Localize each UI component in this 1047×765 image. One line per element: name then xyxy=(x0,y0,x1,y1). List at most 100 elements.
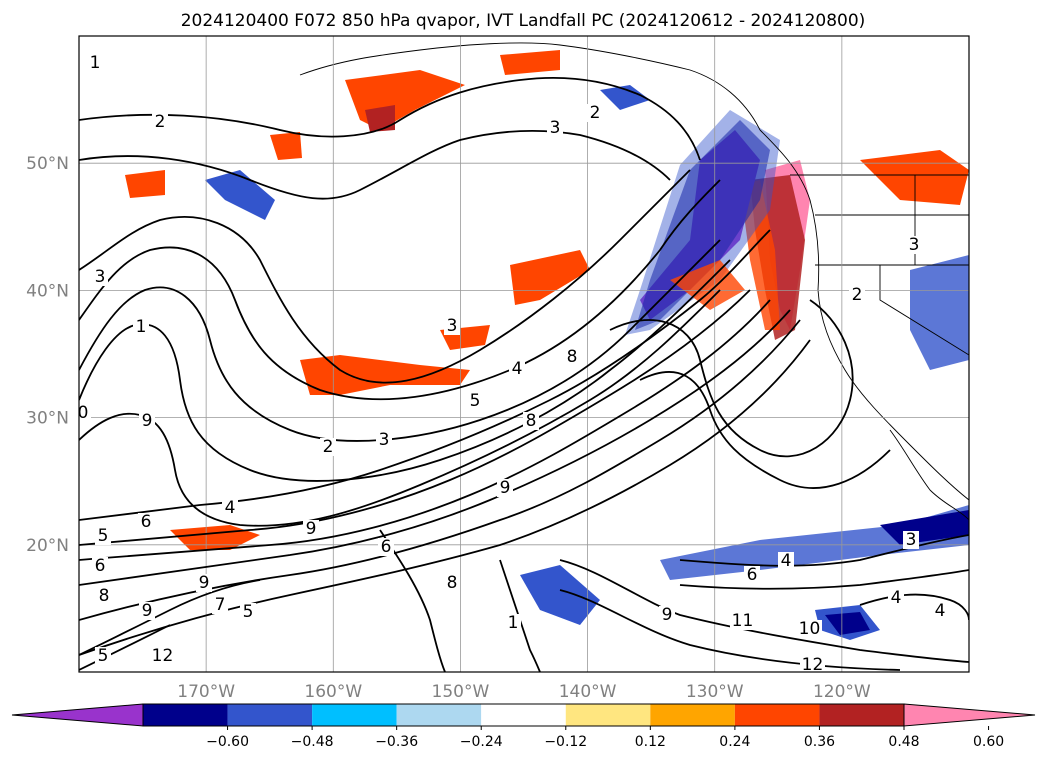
contour-label-bg xyxy=(212,596,228,614)
colorbar-extend-low xyxy=(11,703,144,727)
colorbar-bin xyxy=(227,704,313,726)
contour-label-bg xyxy=(240,603,256,621)
contour-label-bg xyxy=(888,589,904,607)
contour-label-bg xyxy=(138,513,154,531)
colorbar-extend-high xyxy=(903,703,1036,727)
shade-patch-orange xyxy=(740,180,780,330)
colorbar-tick-label: −0.12 xyxy=(544,734,587,750)
lat-tick-label: 50°N xyxy=(26,154,69,174)
contour-label: 8 xyxy=(526,411,537,431)
contour-label: 9 xyxy=(199,573,210,593)
contour-label: 5 xyxy=(470,391,481,411)
contour-label: 6 xyxy=(141,512,152,532)
shade-patch-west-blue xyxy=(205,170,275,220)
contour-label: 4 xyxy=(935,601,946,621)
contour-label-bg xyxy=(797,620,822,638)
contour-label: 5 xyxy=(98,646,109,666)
contour-label: 2 xyxy=(323,437,334,457)
contour-line xyxy=(79,299,771,561)
contour-label-bg xyxy=(376,431,392,449)
contour-label: 4 xyxy=(891,588,902,608)
lon-tick-label: 150°W xyxy=(432,682,490,702)
colorbar-tick-label: −0.60 xyxy=(206,734,249,750)
shade-patch-east-orange xyxy=(860,150,969,205)
contour-line xyxy=(79,309,791,586)
shade-patch-sw-navy xyxy=(825,612,870,635)
contour-line xyxy=(79,229,771,521)
shade-patch-east-navy xyxy=(880,510,969,545)
contour-line xyxy=(79,76,701,161)
contour-label-bg xyxy=(79,404,91,422)
shade-patch-sw-orange-2 xyxy=(125,170,165,198)
shade-patch-east-blue-2 xyxy=(910,255,969,370)
contour-label-bg xyxy=(906,236,922,254)
contour-label-bg xyxy=(139,602,155,620)
colorbar-bin xyxy=(481,704,566,726)
contour-label: 9 xyxy=(662,605,673,625)
shade-patch-navy xyxy=(635,120,770,330)
colorbar-tick-label: −0.24 xyxy=(460,734,503,750)
lon-tick-label: 130°W xyxy=(686,682,744,702)
contour-line xyxy=(79,289,751,546)
shade-patch-north-blue xyxy=(600,85,650,110)
colorbar-bin xyxy=(650,704,735,726)
contour-label: 9 xyxy=(142,601,153,621)
colorbar-bin xyxy=(312,704,397,726)
contour-label-bg xyxy=(303,520,319,538)
contour-label-bg xyxy=(444,574,460,592)
colorbar-bin xyxy=(819,704,904,726)
map-frame xyxy=(78,35,970,673)
contour-label-bg xyxy=(320,438,336,456)
contour-label: 12 xyxy=(802,655,824,675)
map-background xyxy=(79,36,969,672)
shade-patch-east-blue xyxy=(660,505,969,580)
contour-label: 5 xyxy=(98,526,109,546)
contour-line xyxy=(499,559,541,672)
contour-label: 1 xyxy=(90,53,101,73)
contour-label: 10 xyxy=(799,619,821,639)
contour-label: 8 xyxy=(447,573,458,593)
contour-label-bg xyxy=(95,647,111,665)
contour-label-bg xyxy=(509,360,525,378)
coastline-alaska xyxy=(299,42,761,131)
lat-tick-label: 40°N xyxy=(26,281,69,301)
contour-label-bg xyxy=(133,318,149,336)
contour-label: 4 xyxy=(225,498,236,518)
colorbar-tick-label: 0.48 xyxy=(888,734,919,750)
shade-patch-subtropical-blue xyxy=(520,565,600,625)
contour-label: 9 xyxy=(142,411,153,431)
shade-patch-north-darkred xyxy=(365,105,395,132)
contour-label: 3 xyxy=(379,430,390,450)
contour-label: 12 xyxy=(152,646,174,666)
contour-label: 0 xyxy=(78,403,89,423)
contour-label: 3 xyxy=(906,530,917,550)
contour-label: 5 xyxy=(243,602,254,622)
plot-title: 2024120400 F072 850 hPa qvapor, IVT Land… xyxy=(181,11,866,31)
coastline-nw-america xyxy=(759,129,969,501)
colorbar-bin xyxy=(734,704,820,726)
colorbar-bin xyxy=(565,704,651,726)
contour-label-bg xyxy=(564,348,580,366)
contour-label: 8 xyxy=(567,347,578,367)
contour-label: 4 xyxy=(512,359,523,379)
contour-line xyxy=(679,569,969,590)
contour-label-bg xyxy=(730,612,755,630)
lon-tick-label: 170°W xyxy=(177,682,235,702)
colorbar-tick-label: −0.48 xyxy=(291,734,334,750)
contour-label-bg xyxy=(467,392,483,410)
contour-label-bg xyxy=(778,552,794,570)
colorbar-tick-label: 0.36 xyxy=(804,734,835,750)
contour-line xyxy=(559,589,901,671)
contour-label-bg xyxy=(659,606,675,624)
contour-label: 3 xyxy=(550,118,561,138)
contour-label-bg xyxy=(849,286,865,304)
contour-line xyxy=(79,179,721,401)
contour-label: 3 xyxy=(909,235,920,255)
contour-label: 9 xyxy=(306,519,317,539)
contour-label-bg xyxy=(92,557,108,575)
shade-patch-north-orange xyxy=(500,50,560,75)
contour-label: 6 xyxy=(747,565,758,585)
contour-line xyxy=(859,593,969,621)
contour-label-bg xyxy=(744,566,760,584)
contour-label-bg xyxy=(92,268,108,286)
